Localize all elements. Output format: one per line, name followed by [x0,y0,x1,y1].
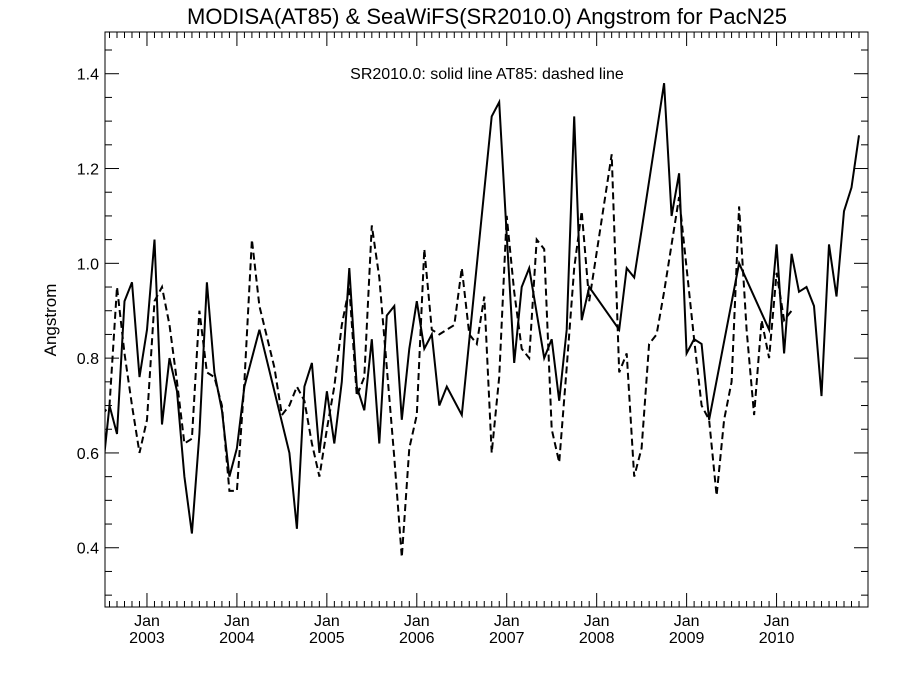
x-tick-month-label: Jan [224,613,250,630]
y-tick-label: 1.4 [77,67,99,84]
axes-group: 0.40.60.81.01.21.4Jan2003Jan2004Jan2005J… [77,32,868,647]
x-tick-month-label: Jan [764,613,790,630]
x-tick-year-label: 2006 [399,630,435,647]
y-tick-label: 1.0 [77,256,99,273]
x-tick-month-label: Jan [404,613,430,630]
chart-title: MODISA(AT85) & SeaWiFS(SR2010.0) Angstro… [187,4,787,29]
series-line-at85 [105,154,793,558]
x-tick-year-label: 2005 [309,630,345,647]
y-tick-label: 0.8 [77,351,99,368]
x-tick-year-label: 2010 [759,630,795,647]
x-tick-year-label: 2008 [579,630,615,647]
x-tick-month-label: Jan [584,613,610,630]
x-tick-year-label: 2009 [669,630,705,647]
plot-area-frame [104,31,869,608]
legend-annotation: SR2010.0: solid line AT85: dashed line [350,66,624,83]
series-line-sr2010-0 [105,83,860,534]
x-tick-year-label: 2003 [129,630,165,647]
x-tick-month-label: Jan [134,613,160,630]
y-tick-label: 1.2 [77,162,99,179]
y-axis-label: Angstrom [41,284,60,357]
plot-group [105,83,860,558]
x-tick-year-label: 2004 [219,630,255,647]
x-tick-year-label: 2007 [489,630,525,647]
y-tick-label: 0.6 [77,446,99,463]
x-tick-month-label: Jan [494,613,520,630]
x-tick-month-label: Jan [674,613,700,630]
x-tick-month-label: Jan [314,613,340,630]
y-tick-label: 0.4 [77,541,99,558]
